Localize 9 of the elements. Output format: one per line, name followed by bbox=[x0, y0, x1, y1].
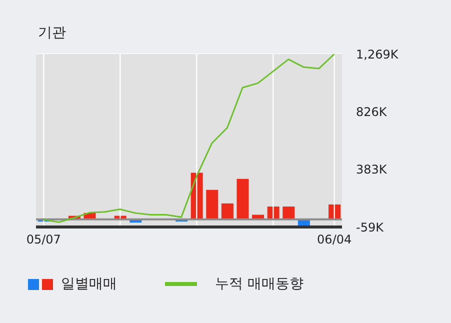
legend-label: 일별매매 bbox=[61, 275, 117, 293]
chart-title: 기관 bbox=[38, 24, 66, 42]
y-tick-label: 826K bbox=[356, 104, 388, 119]
y-tick-label: 383K bbox=[356, 162, 388, 177]
y-tick-label: -59K bbox=[356, 220, 385, 234]
legend-label: 누적 매매동향 bbox=[215, 275, 304, 293]
y-tick-label: 1,269K bbox=[356, 47, 400, 62]
x-tick-label: 06/04 bbox=[317, 232, 352, 247]
x-tick-label: 05/07 bbox=[26, 232, 61, 247]
